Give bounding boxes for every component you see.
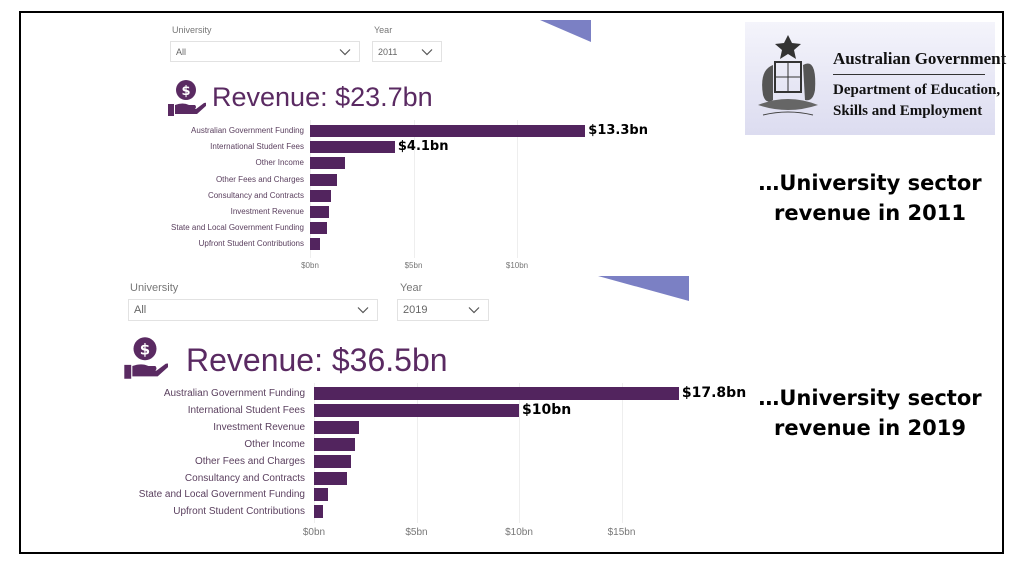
gridline: [519, 383, 520, 523]
category-label: Australian Government Funding: [163, 388, 305, 399]
svg-text:$: $: [181, 84, 190, 99]
caption-2011: …University sector revenue in 2011: [758, 171, 982, 225]
bar[interactable]: [310, 222, 327, 235]
logo-line-1: Australian Government: [833, 49, 1007, 68]
decorative-triangle: [540, 20, 591, 42]
category-label: Investment Revenue: [230, 207, 304, 216]
x-tick-label: $10bn: [505, 261, 529, 270]
chevron-down-icon: [468, 307, 480, 314]
chevron-down-icon: [357, 307, 369, 314]
bar[interactable]: [310, 125, 586, 137]
bar[interactable]: [310, 141, 395, 154]
bar[interactable]: [314, 387, 679, 400]
x-tick-label: $10bn: [505, 527, 533, 538]
bar[interactable]: [314, 403, 519, 417]
category-label: Upfront Student Contributions: [198, 239, 304, 249]
year-dropdown[interactable]: 2011: [372, 41, 442, 62]
category-label: Other Income: [244, 438, 305, 450]
chart-title: Revenue: $23.7bn: [212, 82, 433, 112]
gridline: [621, 383, 623, 523]
data-label: $10bn: [522, 401, 572, 418]
bar[interactable]: [314, 505, 324, 519]
year-dropdown-value: 2011: [378, 46, 398, 57]
chart-title: Revenue: $36.5bn: [186, 342, 448, 378]
bar[interactable]: [310, 206, 329, 218]
category-label: Australian Government Funding: [191, 126, 304, 135]
x-tick-label: $5bn: [404, 261, 423, 270]
logo-line-2: Department of Education,: [833, 82, 1001, 98]
slide-frame: [19, 11, 1004, 554]
university-filter-label: University: [130, 282, 179, 294]
category-label: Other Income: [255, 158, 304, 168]
bar[interactable]: [310, 157, 346, 170]
bar[interactable]: [314, 454, 351, 468]
coat-of-arms-icon: [758, 35, 818, 116]
category-label: Investment Revenue: [213, 421, 305, 433]
university-dropdown[interactable]: All: [170, 41, 360, 62]
category-label: State and Local Government Funding: [138, 489, 305, 501]
chevron-down-icon: [339, 48, 351, 55]
logo-line-3: Skills and Employment: [833, 103, 983, 119]
bar[interactable]: [314, 471, 347, 485]
bar[interactable]: [310, 189, 331, 202]
category-label: Upfront Student Contributions: [173, 506, 305, 518]
university-dropdown-value: All: [134, 304, 147, 316]
year-dropdown[interactable]: 2019: [397, 299, 489, 321]
category-label: International Student Fees: [187, 404, 305, 416]
category-label: Other Fees and Charges: [194, 455, 305, 467]
money-hand-icon: $: [122, 335, 170, 381]
gridline: [413, 120, 415, 258]
x-tick-label: $15bn: [607, 527, 636, 538]
decorative-triangle: [598, 276, 689, 301]
university-filter-label: University: [172, 25, 212, 35]
x-tick-label: $0bn: [301, 261, 319, 270]
year-filter-label: Year: [400, 282, 423, 294]
category-label: State and Local Government Funding: [171, 223, 304, 233]
university-dropdown[interactable]: All: [128, 299, 378, 321]
data-label: $13.3bn: [588, 123, 648, 138]
bar[interactable]: [314, 420, 360, 434]
category-label: Consultancy and Contracts: [207, 190, 304, 200]
x-tick-label: $0bn: [302, 527, 326, 538]
australian-government-logo: Australian Government Department of Educ…: [745, 22, 1006, 135]
category-label: Consultancy and Contracts: [184, 472, 305, 484]
x-tick-label: $5bn: [405, 527, 428, 538]
money-hand-icon: $: [166, 78, 207, 118]
gridline: [416, 383, 418, 523]
svg-text:$: $: [140, 341, 150, 359]
year-filter-label: Year: [374, 25, 393, 35]
gridline: [314, 383, 315, 523]
caption-2019: …University sector revenue in 2019: [758, 386, 982, 440]
gridline: [517, 120, 518, 258]
data-label: $4.1bn: [397, 139, 449, 155]
gridline: [310, 120, 311, 258]
chevron-down-icon: [421, 48, 433, 55]
university-dropdown-value: All: [176, 46, 187, 57]
logo-divider: [833, 74, 985, 75]
bar[interactable]: [314, 488, 329, 502]
bar[interactable]: [310, 173, 337, 186]
category-label: International Student Fees: [210, 142, 304, 152]
data-label: $17.8bn: [681, 385, 747, 401]
bar[interactable]: [310, 238, 321, 251]
category-label: Other Fees and Charges: [215, 174, 304, 184]
year-dropdown-value: 2019: [403, 304, 428, 316]
bar[interactable]: [314, 437, 355, 451]
